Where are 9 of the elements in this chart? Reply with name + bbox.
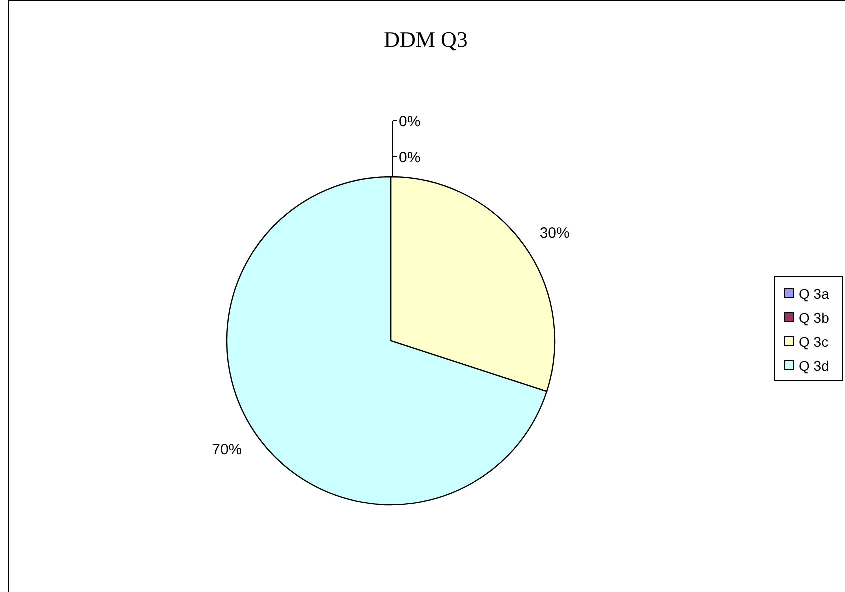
text: 0% — [399, 113, 421, 130]
chart-title: DDM Q3 — [384, 27, 468, 52]
legend-label: Q 3a — [799, 286, 830, 302]
text: 0% — [399, 149, 421, 166]
legend-label: Q 3d — [799, 358, 830, 374]
legend-label: Q 3b — [799, 310, 830, 326]
legend-label: Q 3c — [799, 334, 829, 350]
data-label: 70% — [212, 441, 242, 458]
data-label: 30% — [540, 225, 570, 242]
